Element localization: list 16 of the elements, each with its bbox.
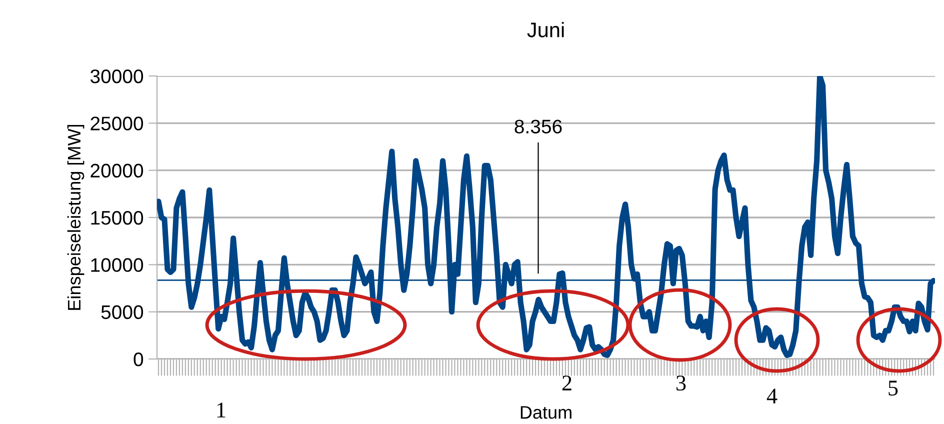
y-tick-label: 5000 [101,305,144,320]
y-tick-label: 0 [134,352,144,366]
ref-line-label: 8.356 [514,120,562,134]
text: 3 [676,376,686,391]
y-tick-label: 20000 [90,164,144,178]
text: 1 [217,402,226,418]
x-axis-title: Datum [520,406,572,419]
y-tick-label: 30000 [90,69,144,84]
text: 4 [766,388,778,404]
y-axis-title: Einspeiseleistung [MW] [67,124,84,310]
chart-title: Juni [527,22,564,38]
y-tick-label: 25000 [90,116,144,130]
y-tick-label: 10000 [91,258,144,272]
y-tick-label: 15000 [91,210,144,225]
text: 2 [562,376,572,390]
text: 5 [888,380,898,396]
